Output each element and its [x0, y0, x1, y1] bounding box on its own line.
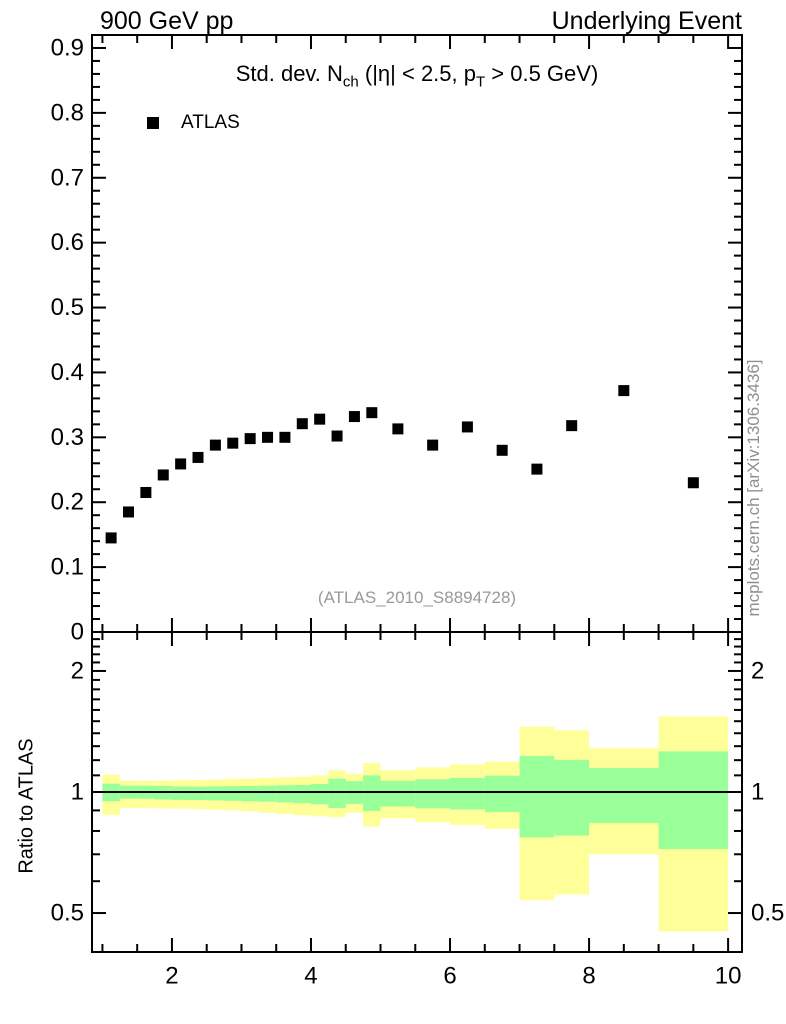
- tick-label: 4: [304, 963, 317, 990]
- uncertainty-band-inner: [658, 751, 729, 850]
- uncertainty-band-inner: [450, 777, 485, 810]
- tick-label: 0.6: [51, 229, 84, 256]
- data-point: [687, 477, 699, 489]
- tick-label: 2: [71, 657, 84, 684]
- uncertainty-band-inner: [589, 767, 659, 824]
- tick-label: 0.2: [51, 489, 84, 516]
- data-point: [392, 423, 404, 435]
- uncertainty-band-inner: [484, 775, 520, 812]
- uncertainty-band-inner: [224, 786, 242, 801]
- uncertainty-band-inner: [554, 759, 590, 836]
- tick-label: 0.9: [51, 34, 84, 61]
- analysis-group-header: Underlying Event: [551, 7, 742, 35]
- tick-label: 1: [71, 779, 84, 806]
- data-point: [314, 413, 326, 425]
- tick-label: 8: [582, 963, 595, 990]
- data-point: [105, 532, 117, 544]
- uncertainty-band-inner: [415, 779, 451, 809]
- data-point: [566, 420, 578, 432]
- tick-label: 0.5: [51, 294, 84, 321]
- tick-label: 1: [751, 779, 764, 806]
- analysis-reference-watermark: (ATLAS_2010_S8894728): [317, 588, 517, 607]
- plot-title-cuts: (|η| < 2.5, p: [358, 61, 476, 86]
- tick-label: 0.8: [51, 99, 84, 126]
- tick-label: 6: [443, 963, 456, 990]
- uncertainty-band-inner: [258, 785, 277, 802]
- data-point: [331, 430, 343, 442]
- mcplots-arxiv-note: mcplots.cern.ch [arXiv:1306.3436]: [744, 359, 763, 617]
- uncertainty-band-inner: [293, 784, 311, 804]
- data-point: [192, 451, 204, 463]
- uncertainty-band-inner: [519, 755, 555, 838]
- uncertainty-band-inner: [189, 786, 207, 801]
- uncertainty-band-inner: [241, 785, 259, 802]
- filled-square-icon: [147, 117, 159, 129]
- legend: ATLAS: [147, 112, 240, 134]
- uncertainty-band-inner: [206, 786, 225, 801]
- ratio-y-axis-label: Ratio to ATLAS: [15, 738, 38, 874]
- data-point: [227, 437, 239, 449]
- data-point: [262, 431, 274, 443]
- data-point: [531, 463, 543, 475]
- uncertainty-band-inner: [328, 778, 346, 809]
- data-point: [209, 439, 221, 451]
- tick-label: 10: [715, 963, 742, 990]
- data-point: [175, 458, 187, 470]
- tick-label: 2: [165, 963, 178, 990]
- plot-title: Std. dev. Nch (|η| < 2.5, pT > 0.5 GeV): [236, 61, 599, 90]
- tick-label: 0.7: [51, 164, 84, 191]
- plot-title-sub-pt: T: [475, 73, 486, 91]
- data-point: [244, 433, 256, 445]
- data-point: [366, 407, 378, 419]
- data-point: [496, 444, 508, 456]
- plot-title-cuts-end: > 0.5 GeV): [485, 61, 599, 86]
- uncertainty-band-inner: [310, 783, 329, 805]
- tick-label: 0.1: [51, 554, 84, 581]
- uncertainty-band-inner: [171, 786, 190, 800]
- uncertainty-band-inner: [363, 775, 381, 811]
- legend-series-label: ATLAS: [181, 112, 240, 133]
- data-point: [157, 469, 169, 481]
- tick-label: 0.3: [51, 424, 84, 451]
- data-point: [618, 385, 630, 397]
- uncertainty-band-inner: [380, 780, 416, 807]
- data-point: [427, 439, 439, 451]
- tick-label: 0: [71, 619, 84, 646]
- data-point: [296, 418, 308, 430]
- tick-label: 0.5: [51, 900, 84, 927]
- tick-label: 0.5: [751, 900, 784, 927]
- plot-title-sub-ch: ch: [342, 73, 359, 91]
- plot-title-text: Std. dev. N: [235, 61, 343, 86]
- tick-label: 0.4: [51, 359, 84, 386]
- data-point: [348, 411, 360, 423]
- uncertainty-band-inner: [276, 785, 294, 803]
- data-point: [279, 431, 291, 443]
- data-point: [122, 506, 134, 518]
- beam-energy-header: 900 GeV pp: [100, 7, 234, 35]
- tick-label: 2: [751, 657, 764, 684]
- data-point: [461, 421, 473, 433]
- data-point: [140, 486, 152, 498]
